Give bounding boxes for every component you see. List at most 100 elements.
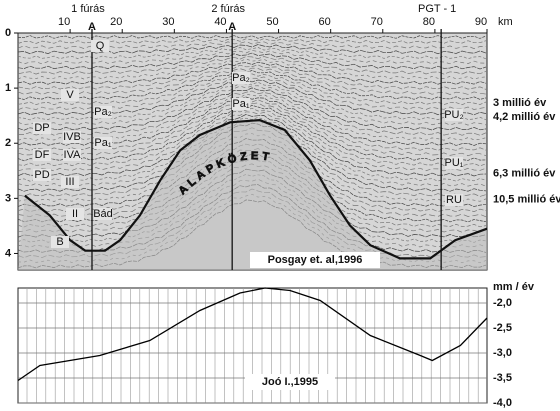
reflector — [17, 107, 487, 167]
x-tick-label: 30 — [162, 16, 174, 28]
horizon-label-bg — [33, 122, 51, 134]
horizon-label-bg — [445, 109, 463, 121]
reflector — [17, 61, 487, 85]
x-tick-label: 90 — [475, 16, 487, 28]
horizon-label-bg — [94, 106, 112, 118]
credit-bg — [245, 374, 335, 390]
x-tick-label: 40 — [214, 16, 226, 28]
reflector — [17, 50, 487, 65]
reflector — [17, 99, 487, 151]
y-tick-label: -2,0 — [493, 297, 512, 309]
basement-fill — [18, 120, 487, 270]
horizon-label: B — [56, 236, 63, 248]
reflector — [17, 58, 487, 80]
x-tick-label: 80 — [423, 16, 435, 28]
x-tick-label: 10 — [58, 16, 70, 28]
reflector — [17, 81, 487, 121]
reflector — [17, 73, 487, 106]
horizon-label-bg — [63, 149, 81, 161]
horizon-label-bg — [445, 194, 463, 206]
well-name: 1 fúrás — [71, 3, 105, 15]
horizon-label: II — [72, 208, 78, 220]
x-tick-label: 50 — [266, 16, 278, 28]
y-axis-label: mm / év — [493, 281, 535, 293]
y-tick-label: -2,5 — [493, 322, 512, 334]
horizon-label-bg — [63, 131, 81, 143]
horizon-label: III — [65, 176, 74, 188]
horizon-label: IVA — [64, 149, 82, 161]
section-label: A — [88, 21, 96, 33]
horizon-label-bg — [33, 149, 51, 161]
horizon-label: PD — [34, 169, 49, 181]
reflector — [17, 102, 487, 157]
age-label: 4,2 millió év — [493, 111, 556, 123]
rate-line — [17, 287, 488, 382]
reflector — [17, 93, 487, 141]
x-tick-label: 60 — [319, 16, 331, 28]
reflector — [17, 67, 487, 95]
y-tick-label: 0 — [5, 27, 11, 39]
section-label: A — [228, 21, 236, 33]
horizon-label-bg — [91, 40, 109, 52]
horizon-label-bg — [33, 169, 51, 181]
reflector — [17, 138, 487, 207]
y-tick-label: 4 — [5, 247, 12, 259]
reflector — [17, 105, 487, 162]
credit: Posgay et. al,1996 — [268, 254, 363, 266]
y-tick-label: -3,0 — [493, 347, 512, 359]
horizon-label: DF — [35, 149, 50, 161]
horizon-label: Q — [96, 40, 105, 52]
horizon-label: V — [66, 89, 74, 101]
reflector — [17, 153, 487, 223]
horizon-label-bg — [61, 176, 79, 188]
y-tick-label: 2 — [5, 137, 11, 149]
reflector — [17, 35, 487, 39]
well-name: PGT - 1 — [418, 3, 456, 15]
horizon-label: RU — [446, 194, 462, 206]
x-axis-label: km — [498, 16, 513, 28]
reflector — [17, 111, 487, 172]
horizon-label: Pa₁ — [232, 98, 249, 110]
horizon-label: Pa₁ — [94, 137, 111, 149]
reflector — [17, 47, 487, 60]
age-label: 3 millió év — [493, 97, 547, 109]
horizon-label-bg — [94, 208, 112, 220]
horizon-label: PU₂ — [444, 109, 464, 121]
reflector — [17, 87, 487, 131]
horizon-label-bg — [232, 72, 250, 84]
well-name: 2 fúrás — [211, 3, 245, 15]
reflector — [17, 174, 487, 243]
y-tick-label: 3 — [5, 192, 11, 204]
horizon-label: Pa₂ — [94, 106, 112, 118]
horizon-label-bg — [51, 236, 69, 248]
credit: Joó I.,1995 — [262, 376, 318, 388]
reflector — [17, 85, 487, 126]
age-label: 10,5 millió év — [493, 193, 560, 205]
horizon-label-bg — [232, 98, 250, 110]
horizon-label: IVB — [63, 131, 81, 143]
reflector — [17, 64, 487, 90]
horizon-label: Bád — [93, 208, 113, 220]
y-tick-label: 1 — [5, 82, 11, 94]
reflector — [17, 56, 487, 75]
horizon-label: Pa₂ — [232, 72, 250, 84]
horizon-label-bg — [445, 157, 463, 169]
horizon-label-bg — [94, 137, 112, 149]
reflector — [17, 117, 487, 182]
horizon-label: PU₁ — [445, 157, 464, 169]
reflector — [17, 119, 487, 187]
x-tick-label: 20 — [110, 16, 122, 28]
reflector — [17, 178, 487, 248]
y-tick-label: -4,0 — [493, 397, 512, 409]
x-tick-label: 70 — [371, 16, 383, 28]
reflector — [17, 52, 487, 70]
credit-bg — [250, 252, 380, 268]
reflector — [17, 70, 487, 100]
horizon-label-bg — [66, 208, 84, 220]
age-label: 6,3 millió év — [493, 167, 556, 179]
reflector — [17, 90, 487, 136]
reflector — [17, 44, 487, 55]
y-tick-label: -3,5 — [493, 372, 512, 384]
horizon-label: DP — [34, 122, 49, 134]
